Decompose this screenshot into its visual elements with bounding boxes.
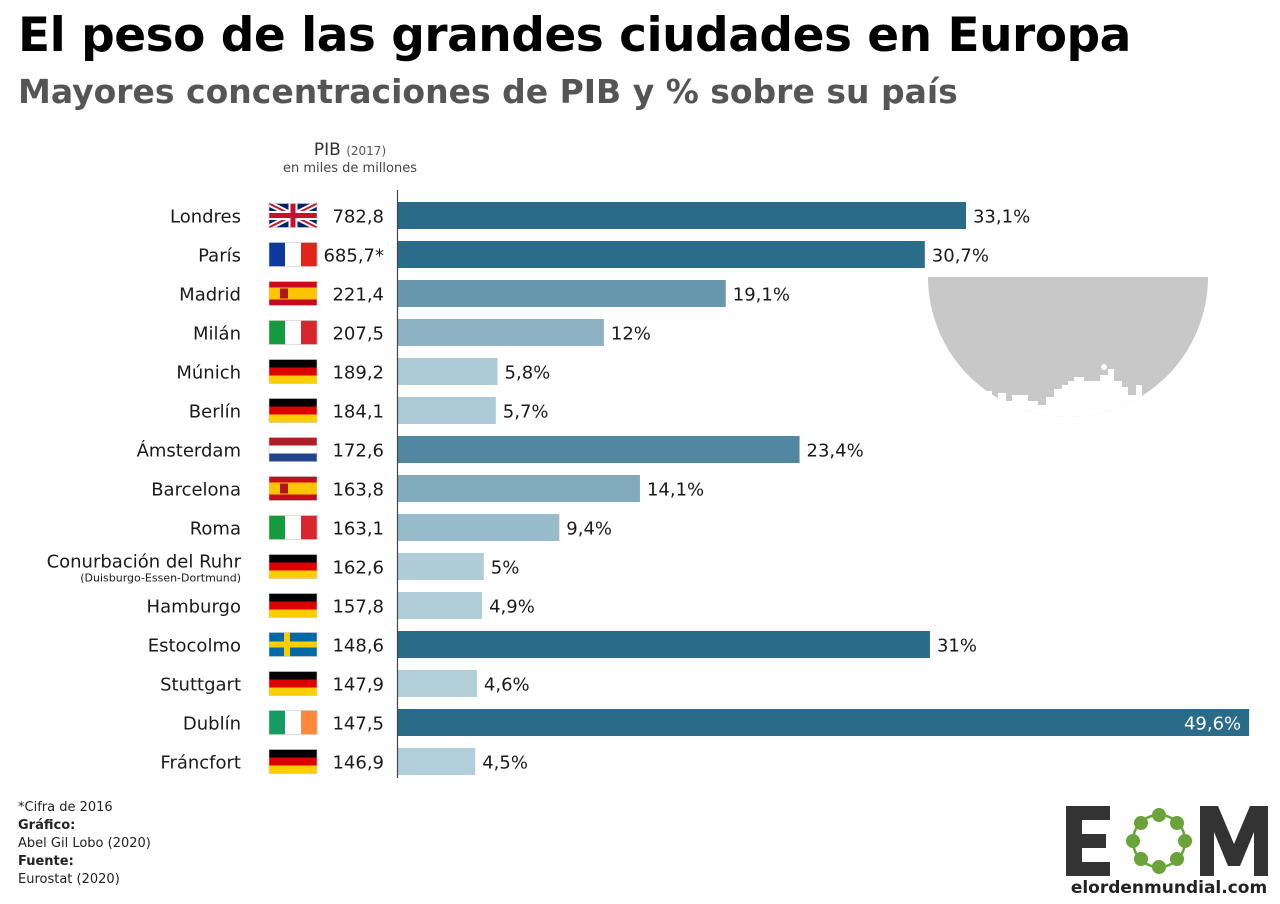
bar <box>398 397 496 424</box>
pib-year: (2017) <box>346 144 387 158</box>
bar-value-label: 5% <box>491 558 520 579</box>
pib-value: 221,4 <box>332 285 384 306</box>
credit-source: Eurostat (2020) <box>18 872 120 887</box>
logo-letter-e <box>1066 806 1110 876</box>
eom-logo <box>1066 806 1268 876</box>
city-label: Berlín <box>189 402 241 423</box>
bar-value-label: 5,8% <box>505 363 551 384</box>
city-label: Fráncfort <box>160 753 241 774</box>
page-title: El peso de las grandes ciudades en Europ… <box>18 8 1131 63</box>
city-label: Madrid <box>179 285 241 306</box>
bar <box>398 475 640 502</box>
pib-value: 207,5 <box>332 324 384 345</box>
bar-value-label: 31% <box>937 636 977 657</box>
pib-column-header: PIB (2017) en miles de millones <box>250 140 450 176</box>
logo-wordmark: elordenmundial.com <box>1070 878 1268 898</box>
pib-value: 163,8 <box>332 480 384 501</box>
bar <box>398 553 484 580</box>
bar <box>398 748 476 775</box>
pib-value: 147,5 <box>332 714 384 735</box>
bar <box>398 358 498 385</box>
pib-value: 157,8 <box>332 597 384 618</box>
spain-flag-icon <box>268 476 318 501</box>
credit-graphic: Abel Gil Lobo (2020) <box>18 836 151 851</box>
pib-value: 147,9 <box>332 675 384 696</box>
city-label: París <box>198 246 241 267</box>
city-label: Dublín <box>183 714 241 735</box>
city-skyline-illustration <box>928 277 1208 417</box>
pib-value: 146,9 <box>332 753 384 774</box>
bar <box>398 514 560 541</box>
bar-value-label: 30,7% <box>932 246 989 267</box>
bar <box>398 319 604 346</box>
city-label: Estocolmo <box>148 636 241 657</box>
bar-value-label: 14,1% <box>647 480 704 501</box>
bar-value-label: 4,5% <box>482 753 528 774</box>
city-label: Roma <box>190 519 241 540</box>
ireland-flag-icon <box>268 710 318 735</box>
bar-value-label: 9,4% <box>566 519 612 540</box>
bar <box>398 280 726 307</box>
pib-value: 184,1 <box>332 402 384 423</box>
bar-value-label: 4,9% <box>489 597 535 618</box>
pib-value: 685,7* <box>323 246 384 267</box>
spain-flag-icon <box>268 281 318 306</box>
italy-flag-icon <box>268 320 318 345</box>
italy-flag-icon <box>268 515 318 540</box>
pib-value: 148,6 <box>332 636 384 657</box>
uk-flag-icon <box>267 200 319 231</box>
germany-flag-icon <box>268 749 318 774</box>
credit-graphic-label: Gráfico: <box>18 818 76 833</box>
footnotes: *Cifra de 2016 Gráfico: Abel Gil Lobo (2… <box>18 799 151 889</box>
pib-unit: en miles de millones <box>282 161 417 176</box>
bar-value-label: 23,4% <box>807 441 864 462</box>
city-label: Múnich <box>176 363 241 384</box>
bar-value-label: 49,6% <box>1184 714 1241 735</box>
bar-value-label: 12% <box>611 324 651 345</box>
page-subtitle: Mayores concentraciones de PIB y % sobre… <box>18 72 958 111</box>
pib-label: PIB <box>313 140 341 160</box>
city-label: Londres <box>170 207 241 228</box>
city-label: Barcelona <box>151 480 241 501</box>
germany-flag-icon <box>268 398 318 423</box>
bar <box>398 436 800 463</box>
pib-value: 162,6 <box>332 558 384 579</box>
france-flag-icon <box>268 242 318 267</box>
germany-flag-icon <box>268 554 318 579</box>
germany-flag-icon <box>268 359 318 384</box>
bar-value-label: 4,6% <box>484 675 530 696</box>
credit-source-label: Fuente: <box>18 854 74 869</box>
bar <box>398 670 477 697</box>
bar <box>398 592 483 619</box>
pib-value: 163,1 <box>332 519 384 540</box>
bar-chart: Londres 782,8 33,1% París 685,7* 30,7% Madrid 2… <box>47 190 1250 778</box>
city-label: Hamburgo <box>147 597 241 618</box>
bar-value-label: 33,1% <box>973 207 1030 228</box>
pib-value: 782,8 <box>332 207 384 228</box>
bar <box>398 631 930 658</box>
bar <box>398 709 1250 736</box>
pib-value: 172,6 <box>332 441 384 462</box>
footnote-text: *Cifra de 2016 <box>18 800 113 815</box>
city-sublabel: (Duisburgo-Essen-Dortmund) <box>80 572 241 585</box>
city-label: Milán <box>193 324 241 345</box>
city-label: Ámsterdam <box>137 440 241 462</box>
germany-flag-icon <box>268 593 318 618</box>
city-label: Conurbación del Ruhr <box>47 552 242 573</box>
bar <box>398 202 966 229</box>
bar <box>398 241 925 268</box>
logo-letter-m <box>1200 806 1268 876</box>
sweden-flag-icon <box>268 632 318 657</box>
logo-circle-of-dots <box>1126 808 1192 874</box>
skyline-dome <box>1101 364 1107 370</box>
city-label: Stuttgart <box>160 675 241 696</box>
pib-value: 189,2 <box>332 363 384 384</box>
bar-value-label: 19,1% <box>733 285 790 306</box>
germany-flag-icon <box>268 671 318 696</box>
netherlands-flag-icon <box>268 437 318 462</box>
skyline-silhouette <box>928 369 1208 417</box>
bar-value-label: 5,7% <box>503 402 549 423</box>
